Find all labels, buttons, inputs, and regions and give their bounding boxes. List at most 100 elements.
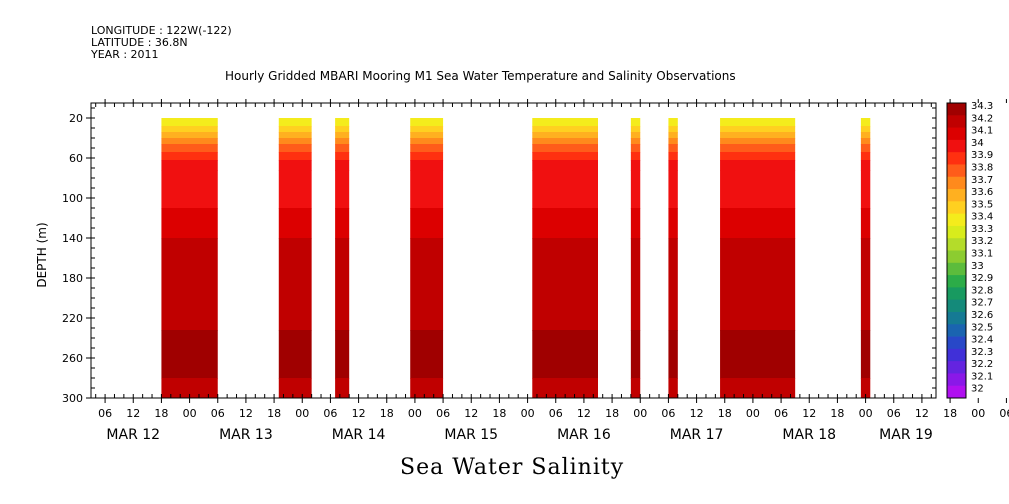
salinity-cell: [532, 160, 598, 171]
colorbar-swatch: [947, 164, 966, 178]
salinity-cell: [668, 118, 678, 127]
salinity-cell: [630, 144, 641, 153]
x-day-label: MAR 13: [219, 427, 273, 443]
colorbar-label: 33.7: [971, 175, 993, 186]
longitude-label: LONGITUDE : 122W(-122): [91, 24, 232, 37]
salinity-cell: [630, 160, 641, 171]
salinity-cell: [335, 118, 350, 127]
salinity-cell: [278, 126, 312, 133]
y-tick-label: 180: [62, 272, 83, 285]
salinity-cell: [860, 160, 871, 171]
colorbar-swatch: [947, 238, 966, 251]
salinity-cell: [860, 144, 871, 153]
colorbar-swatch: [947, 189, 966, 202]
salinity-cell: [860, 118, 871, 127]
salinity-cell: [630, 126, 641, 133]
salinity-cell: [720, 238, 796, 331]
salinity-cell: [161, 330, 218, 379]
data-block: [720, 118, 796, 399]
x-tick-label: 06: [323, 407, 337, 420]
x-tick-label: 18: [830, 407, 844, 420]
salinity-cell: [630, 170, 641, 209]
y-tick-label: 300: [62, 392, 83, 405]
salinity-cell: [532, 132, 598, 139]
salinity-cell: [532, 170, 598, 209]
axes: 06 12 18 00 06 12 18 00 06 12 18 00 06 12 18 00 06 12 18 00…: [62, 99, 1009, 443]
salinity-cell: [720, 160, 796, 171]
colorbar-label: 32.6: [971, 310, 993, 321]
colorbar-swatch: [947, 348, 966, 362]
salinity-cell: [630, 238, 641, 331]
salinity-cell: [860, 170, 871, 209]
colorbar-swatch: [947, 250, 966, 264]
colorbar-label: 32.7: [971, 298, 993, 309]
salinity-cell: [335, 160, 350, 171]
salinity-cell: [532, 138, 598, 145]
x-tick-label: 00: [295, 407, 309, 420]
y-tick-label: 100: [62, 192, 83, 205]
salinity-cell: [668, 170, 678, 209]
salinity-cell: [410, 378, 444, 399]
salinity-cell: [532, 378, 598, 399]
data-block: [335, 118, 350, 399]
salinity-cell: [410, 152, 444, 161]
salinity-cell: [335, 238, 350, 331]
colorbar-label: 34.2: [971, 113, 993, 124]
salinity-cell: [161, 118, 218, 127]
colorbar-swatch: [947, 299, 966, 313]
x-tick-label: 06: [549, 407, 563, 420]
x-day-label: MAR 12: [106, 427, 160, 443]
year-label: YEAR : 2011: [91, 48, 159, 61]
x-tick-label: 00: [521, 407, 535, 420]
data-block: [410, 118, 444, 399]
data-blocks: [161, 118, 871, 399]
salinity-cell: [532, 126, 598, 133]
salinity-cell: [335, 138, 350, 145]
salinity-cell: [668, 126, 678, 133]
salinity-cell: [720, 152, 796, 161]
x-tick-label: 12: [464, 407, 478, 420]
salinity-cell: [335, 126, 350, 133]
salinity-cell: [720, 138, 796, 145]
colorbar-swatch: [947, 262, 966, 276]
x-tick-label: 12: [239, 407, 253, 420]
y-axis-label: DEPTH (m): [35, 222, 49, 287]
x-tick-label: 06: [661, 407, 675, 420]
x-day-label: MAR 17: [670, 427, 724, 443]
data-block: [630, 118, 641, 399]
salinity-cell: [278, 378, 312, 399]
colorbar-swatch: [947, 127, 966, 141]
chart-title: Hourly Gridded MBARI Mooring M1 Sea Wate…: [225, 69, 736, 83]
y-tick-label: 60: [69, 152, 83, 165]
colorbar-label: 32.1: [971, 371, 993, 382]
salinity-cell: [161, 152, 218, 161]
data-block: [668, 118, 678, 399]
variable-title: Sea Water Salinity: [400, 455, 625, 480]
colorbar-label: 33.1: [971, 249, 993, 260]
salinity-cell: [278, 144, 312, 153]
colorbar: 34.334.234.13433.933.833.733.633.533.433…: [946, 101, 993, 399]
salinity-cell: [860, 126, 871, 133]
colorbar-swatch: [947, 103, 966, 116]
x-tick-label: 00: [408, 407, 422, 420]
salinity-cell: [720, 208, 796, 239]
x-tick-label: 06: [887, 407, 901, 420]
colorbar-swatch: [947, 275, 966, 288]
salinity-cell: [668, 152, 678, 161]
colorbar-label: 32.5: [971, 322, 993, 333]
salinity-cell: [410, 170, 444, 209]
salinity-cell: [335, 170, 350, 209]
x-tick-label: 12: [577, 407, 591, 420]
salinity-cell: [278, 132, 312, 139]
salinity-cell: [720, 378, 796, 399]
salinity-cell: [410, 118, 444, 127]
colorbar-swatch: [947, 213, 966, 227]
x-tick-label: 12: [690, 407, 704, 420]
x-tick-label: 12: [915, 407, 929, 420]
colorbar-swatch: [947, 201, 966, 215]
latitude-label: LATITUDE : 36.8N: [91, 36, 188, 49]
y-tick-label: 260: [62, 352, 83, 365]
x-tick-label: 00: [746, 407, 760, 420]
salinity-cell: [860, 132, 871, 139]
salinity-cell: [630, 208, 641, 239]
